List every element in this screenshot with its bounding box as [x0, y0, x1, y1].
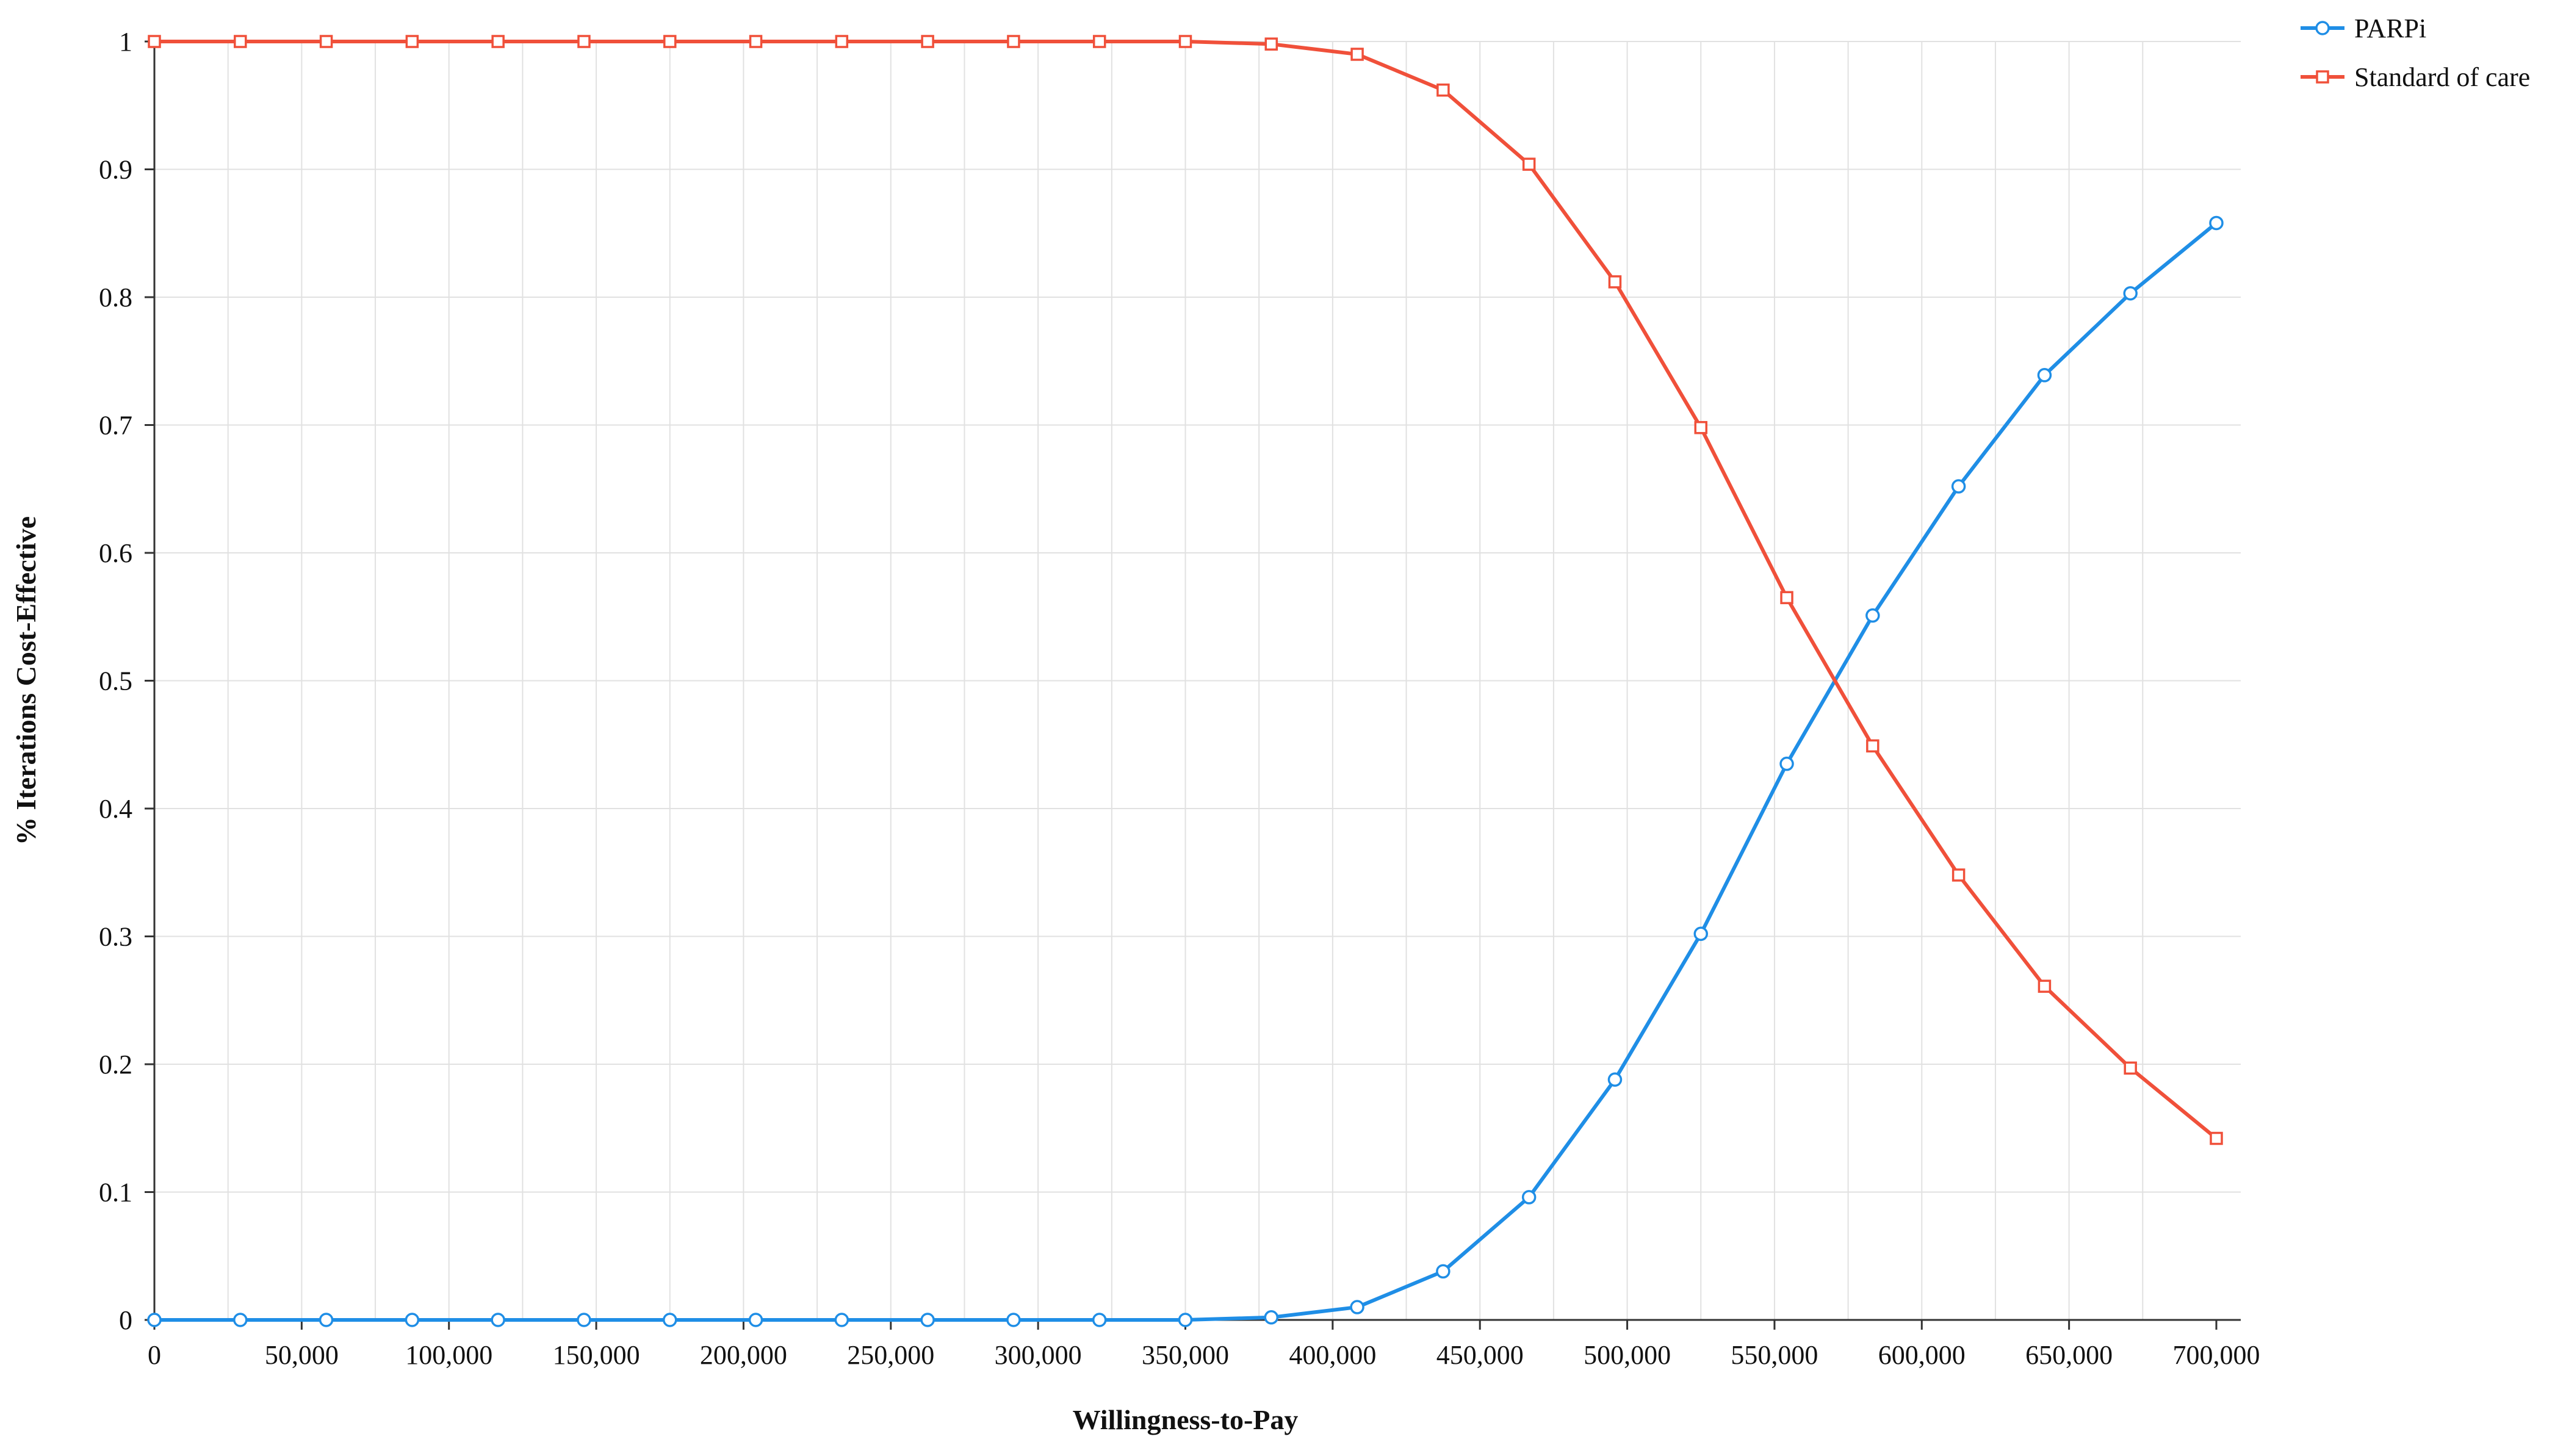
data-point-standard-of-care [1694, 420, 1707, 434]
data-point-parpi [319, 1313, 334, 1327]
legend: PARPi Standard of care [2301, 13, 2530, 92]
data-point-parpi [233, 1313, 248, 1327]
data-point-standard-of-care [1264, 37, 1278, 51]
x-tick-label: 50,000 [265, 1340, 339, 1370]
data-point-parpi [1779, 756, 1794, 771]
y-tick-label: 0.4 [99, 794, 132, 824]
data-point-standard-of-care [1522, 157, 1536, 171]
data-point-standard-of-care [1952, 868, 1966, 882]
data-point-standard-of-care [835, 35, 849, 48]
data-point-parpi [1865, 608, 1880, 623]
data-point-standard-of-care [234, 35, 247, 48]
data-point-parpi [1521, 1190, 1537, 1205]
data-point-parpi [748, 1313, 763, 1327]
legend-marker-parpi [2315, 21, 2330, 35]
legend-item-standard-of-care: Standard of care [2301, 62, 2530, 92]
series-parpi [147, 215, 2224, 1327]
data-point-parpi [2123, 286, 2138, 301]
legend-item-parpi: PARPi [2301, 13, 2426, 43]
data-point-standard-of-care [749, 35, 763, 48]
legend-marker-standard-of-care [2316, 70, 2329, 84]
y-tick-label: 0.7 [99, 411, 132, 441]
data-point-standard-of-care [577, 35, 591, 48]
y-tick-label: 0.6 [99, 538, 132, 568]
data-point-parpi [1436, 1264, 1451, 1279]
data-point-parpi [577, 1313, 591, 1327]
legend-label-parpi: PARPi [2354, 13, 2426, 43]
data-point-parpi [1092, 1313, 1107, 1327]
data-point-standard-of-care [2038, 979, 2052, 993]
data-point-standard-of-care [663, 35, 677, 48]
data-point-parpi [491, 1313, 505, 1327]
data-point-standard-of-care [2210, 1131, 2223, 1145]
series-layer [147, 35, 2224, 1327]
data-point-standard-of-care [1350, 48, 1364, 61]
data-point-standard-of-care [1178, 35, 1192, 48]
data-point-standard-of-care [491, 35, 505, 48]
y-tick-label: 0.2 [99, 1050, 132, 1079]
x-tick-label: 100,000 [405, 1340, 492, 1370]
data-point-parpi [2209, 215, 2224, 231]
grid [154, 41, 2241, 1320]
y-tick-label: 0.1 [99, 1178, 132, 1208]
x-tick-label: 550,000 [1731, 1340, 1818, 1370]
data-point-parpi [1006, 1313, 1021, 1327]
y-tick-label: 0.8 [99, 283, 132, 312]
data-point-parpi [147, 1313, 162, 1327]
y-tick-label: 0.3 [99, 922, 132, 952]
x-tick-label: 450,000 [1436, 1340, 1524, 1370]
data-point-standard-of-care [2124, 1061, 2137, 1075]
y-axis-title: % Iterations Cost-Effective [10, 516, 41, 845]
x-tick-label: 200,000 [700, 1340, 787, 1370]
y-tick-label: 0.9 [99, 155, 132, 185]
data-point-standard-of-care [1608, 275, 1622, 289]
data-point-standard-of-care [1780, 591, 1793, 605]
data-point-standard-of-care [1092, 35, 1106, 48]
data-point-standard-of-care [148, 35, 161, 48]
data-point-parpi [2037, 368, 2052, 383]
x-tick-label: 400,000 [1289, 1340, 1376, 1370]
data-point-standard-of-care [1436, 83, 1450, 97]
series-standard-of-care [148, 35, 2223, 1145]
x-tick-label: 0 [148, 1340, 161, 1370]
x-tick-label: 250,000 [847, 1340, 934, 1370]
data-point-parpi [1264, 1310, 1279, 1325]
data-point-standard-of-care [405, 35, 419, 48]
x-axis-title: Willingness-to-Pay [1073, 1404, 1299, 1435]
data-point-parpi [1693, 926, 1708, 942]
x-tick-label: 650,000 [2025, 1340, 2113, 1370]
x-tick-label: 700,000 [2173, 1340, 2260, 1370]
data-point-standard-of-care [1007, 35, 1020, 48]
data-point-standard-of-care [1866, 739, 1879, 753]
y-axis-ticks: 0 0.1 0.2 0.3 0.4 0.5 0.6 0.7 0.8 0.9 1 [99, 27, 154, 1335]
data-point-parpi [1178, 1313, 1193, 1327]
x-tick-label: 150,000 [553, 1340, 640, 1370]
x-axis-ticks: 0 50,000 100,000 150,000 200,000 250,000 300,0… [148, 1320, 2260, 1370]
legend-label-standard-of-care: Standard of care [2354, 62, 2530, 92]
y-tick-label: 0 [119, 1305, 132, 1335]
data-point-standard-of-care [319, 35, 333, 48]
data-point-parpi [1951, 479, 1966, 494]
data-point-parpi [405, 1313, 420, 1327]
y-tick-label: 0.5 [99, 666, 132, 696]
x-tick-label: 500,000 [1584, 1340, 1671, 1370]
y-tick-label: 1 [119, 27, 132, 57]
x-tick-label: 600,000 [1878, 1340, 1966, 1370]
data-point-parpi [1350, 1300, 1364, 1314]
data-point-parpi [834, 1313, 849, 1327]
data-point-parpi [920, 1313, 935, 1327]
data-point-parpi [663, 1313, 677, 1327]
x-tick-label: 300,000 [995, 1340, 1082, 1370]
data-point-parpi [1607, 1072, 1623, 1087]
axes [153, 35, 2241, 1321]
x-tick-label: 350,000 [1142, 1340, 1229, 1370]
data-point-standard-of-care [921, 35, 934, 48]
